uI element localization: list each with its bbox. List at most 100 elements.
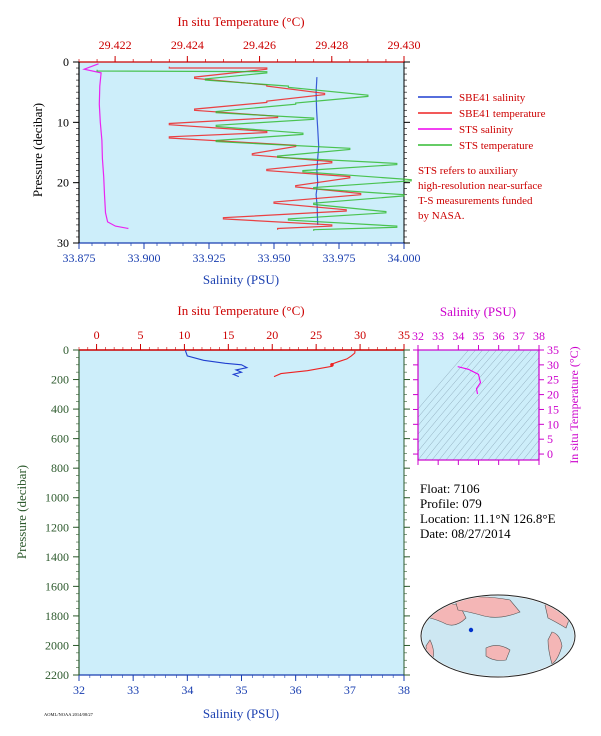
ts-curve [457,366,482,395]
bottom-pressure-tick-label: 600 [51,432,69,446]
bottom-temperature-tick-label: 15 [222,328,234,342]
top-panel: 33.875 33.900 33.925 33.950 33.975 34.000 29.4… [30,14,421,287]
legend-label-sts-temperature: STS temperature [459,140,533,152]
series-sts-temperature [96,69,412,231]
ts-contour-line [418,350,511,460]
location-text: Location: 11.1°N 126.8°E [420,511,556,526]
ts-salinity-tick-label: 33 [432,329,444,343]
top-temperature-tick-label: 29.426 [243,38,276,52]
ts-contour-line [508,422,539,460]
float-id-text: Float: 7106 [420,481,480,496]
ts-contour-line [418,350,497,444]
top-temperature-tick-label: 29.430 [388,38,421,52]
ts-contour-line [487,397,539,460]
ts-contour-line [452,357,539,460]
date-text: Date: 08/27/2014 [420,526,511,541]
bottom-temperature-tick-label: 10 [178,328,190,342]
ts-temperature-tick-label: 30 [547,358,559,372]
bottom-pressure-tick-label: 200 [51,373,69,387]
bottom-panel-background [78,349,405,676]
ts-contour-line [501,414,539,460]
top-salinity-axis-title: Salinity (PSU) [203,272,279,287]
series-salinity-profile [185,350,249,378]
world-map-inset [420,594,576,678]
top-salinity-tick-label: 33.950 [258,251,291,265]
ts-contour-line [480,389,539,460]
ts-contour-line [418,350,490,435]
ts-contour-line [445,350,539,460]
ts-contour-line [494,406,539,460]
bottom-panel: 32 33 34 35 36 37 38 0 5 10 15 20 25 30 35 0 200 400 600 80… [14,303,410,721]
ts-temperature-tick-label: 35 [547,343,559,357]
legend: SBE41 salinity SBE41 temperature STS sal… [418,92,546,222]
map-land-australia [485,645,511,661]
bottom-pressure-tick-label: 1200 [45,520,69,534]
top-salinity-tick-label: 34.000 [388,251,421,265]
ts-contour-line [418,350,483,427]
float-info: Float: 7106 Profile: 079 Location: 11.1°… [420,481,556,541]
bottom-salinity-tick-label: 34 [181,683,193,697]
top-salinity-tick-label: 33.925 [193,251,226,265]
ts-contour-line [418,350,476,418]
top-pressure-tick-label: 0 [63,55,69,69]
ts-contour-line [522,439,539,460]
map-land-asia [454,596,521,618]
ts-temperature-tick-label: 20 [547,388,559,402]
bottom-pressure-tick-label: 2000 [45,638,69,652]
bottom-salinity-tick-label: 35 [236,683,248,697]
legend-label-sbe41-salinity: SBE41 salinity [459,92,526,104]
bottom-pressure-tick-label: 0 [63,343,69,357]
ts-contour-line [459,365,539,460]
bottom-temperature-tick-label: 25 [310,328,322,342]
profile-number-text: Profile: 079 [420,496,482,511]
top-pressure-axis-title: Pressure (decibar) [30,103,45,197]
legend-label-sbe41-temperature: SBE41 temperature [459,108,546,120]
top-panel-background [78,61,405,244]
bottom-salinity-tick-label: 32 [73,683,85,697]
ts-contour-line [473,381,539,460]
ts-temperature-axis-title: In situ Temperature (°C) [567,346,581,463]
ts-contour-line [431,350,525,460]
legend-note-line-2: high-resolution near-surface [418,180,542,192]
bottom-salinity-tick-label: 37 [344,683,356,697]
bottom-salinity-axis-title: Salinity (PSU) [203,706,279,721]
bottom-pressure-tick-label: 400 [51,402,69,416]
ts-salinity-tick-label: 34 [452,329,464,343]
legend-label-sts-salinity: STS salinity [459,124,514,136]
top-temperature-axis-title: In situ Temperature (°C) [177,14,304,29]
top-pressure-tick-label: 30 [57,236,69,250]
bottom-temperature-tick-label: 0 [94,328,100,342]
ts-temperature-tick-label: 5 [547,432,553,446]
top-salinity-tick-label: 33.875 [63,251,96,265]
top-salinity-tick-label: 33.975 [323,251,356,265]
bottom-temperature-axis-title: In situ Temperature (°C) [177,303,304,318]
bottom-salinity-tick-label: 36 [290,683,302,697]
ts-contour-line [466,373,539,460]
ts-inset-background [417,349,540,461]
bottom-temperature-tick-label: 30 [354,328,366,342]
ts-salinity-tick-label: 38 [533,329,545,343]
series-temperature-profile [273,349,356,378]
bottom-temperature-tick-label: 20 [266,328,278,342]
ts-contour-line [515,431,539,460]
bottom-temperature-tick-label: 35 [398,328,410,342]
bottom-pressure-tick-label: 1800 [45,609,69,623]
map-land-south-america [547,631,563,665]
legend-note-line-3: T-S measurements funded [418,195,533,207]
bottom-salinity-tick-label: 33 [127,683,139,697]
ts-temperature-tick-label: 0 [547,447,553,461]
ts-salinity-tick-label: 37 [513,329,525,343]
float-location-marker [468,627,474,633]
ts-temperature-tick-label: 25 [547,373,559,387]
ts-salinity-tick-label: 32 [412,329,424,343]
bottom-salinity-tick-label: 38 [398,683,410,697]
bottom-pressure-axis-title: Pressure (decibar) [14,465,29,559]
bottom-pressure-tick-label: 800 [51,461,69,475]
footer-code: AOML/NOAA 2014/08/27 [44,712,94,717]
ts-contour-line [418,350,504,452]
bottom-pressure-tick-label: 1400 [45,550,69,564]
top-plot-area: 33.875 33.900 33.925 33.950 33.975 34.000 29.4… [57,38,421,265]
